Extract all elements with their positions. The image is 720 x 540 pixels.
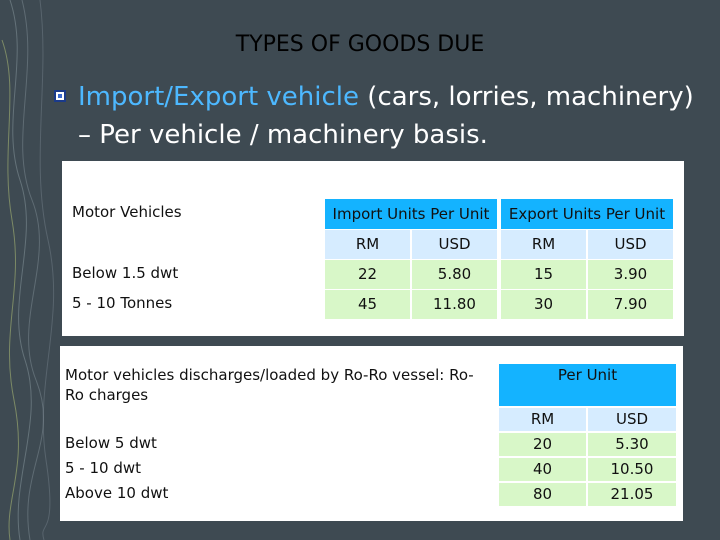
table-cell: 80 bbox=[499, 483, 586, 506]
table-cell: 40 bbox=[499, 458, 586, 481]
row-label: Below 5 dwt bbox=[65, 434, 157, 452]
table-cell: 21.05 bbox=[588, 483, 676, 506]
table-cell: 3.90 bbox=[588, 260, 673, 289]
row-label: Below 1.5 dwt bbox=[72, 264, 179, 282]
table-cell: 11.80 bbox=[412, 290, 497, 319]
ro-ro-charges-table: Motor vehicles discharges/loaded by Ro-R… bbox=[60, 346, 683, 521]
bullet-highlight: Import/Export vehicle bbox=[78, 82, 360, 112]
table-cell: 7.90 bbox=[588, 290, 673, 319]
subheader-cell: USD bbox=[588, 408, 676, 431]
slide-title: TYPES OF GOODS DUE bbox=[235, 32, 485, 57]
subheader-cell: USD bbox=[588, 230, 673, 259]
table-cell: 5.30 bbox=[588, 433, 676, 456]
table-cell: 22 bbox=[325, 260, 410, 289]
table-cell: 20 bbox=[499, 433, 586, 456]
row-label: Above 10 dwt bbox=[65, 484, 169, 502]
export-header: Export Units Per Unit bbox=[501, 199, 673, 229]
table-cell: 30 bbox=[501, 290, 586, 319]
subheader-cell: RM bbox=[325, 230, 410, 259]
import-header: Import Units Per Unit bbox=[325, 199, 497, 229]
row-label: 5 - 10 dwt bbox=[65, 459, 142, 477]
table2-title: Motor vehicles discharges/loaded by Ro-R… bbox=[65, 366, 474, 404]
table-cell: 15 bbox=[501, 260, 586, 289]
table-cell: 45 bbox=[325, 290, 410, 319]
bullet-remainder: (cars, lorries, machinery) – Per vehicle… bbox=[78, 82, 694, 150]
subheader-cell: RM bbox=[501, 230, 586, 259]
topographic-decoration bbox=[1, 0, 55, 540]
per-unit-header: Per Unit bbox=[499, 364, 676, 406]
subheader-cell: RM bbox=[499, 408, 586, 431]
row-label: 5 - 10 Tonnes bbox=[72, 294, 173, 312]
subheader-cell: USD bbox=[412, 230, 497, 259]
motor-vehicles-table: Motor Vehicles Import Units Per Unit Exp… bbox=[62, 161, 684, 336]
square-bullet-icon bbox=[54, 90, 66, 102]
table-cell: 10.50 bbox=[588, 458, 676, 481]
table1-title: Motor Vehicles bbox=[72, 203, 182, 221]
table-cell: 5.80 bbox=[412, 260, 497, 289]
bullet-text: Import/Export vehicle (cars, lorries, ma… bbox=[78, 78, 713, 154]
